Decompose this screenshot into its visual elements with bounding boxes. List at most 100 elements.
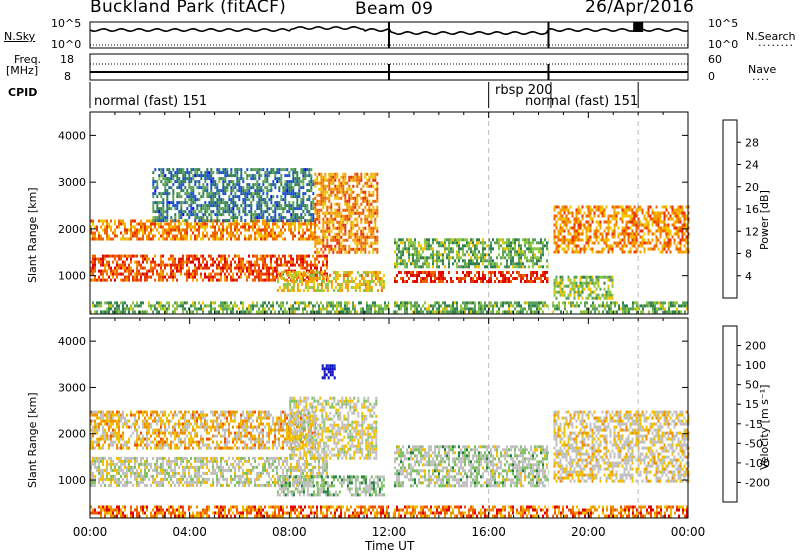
power-cell xyxy=(246,278,248,282)
power-cell xyxy=(270,189,273,193)
power-cell xyxy=(629,220,632,224)
power-cell xyxy=(222,257,224,261)
power-cell xyxy=(368,310,370,314)
power-cell xyxy=(625,214,628,218)
power-cell xyxy=(206,207,209,211)
power-cell xyxy=(314,241,317,245)
power-cell xyxy=(364,247,367,251)
power-cell xyxy=(150,275,152,279)
power-cell xyxy=(230,260,232,264)
power-cell xyxy=(394,301,396,305)
power-cell xyxy=(416,307,418,311)
power-cell xyxy=(673,214,676,218)
power-cell xyxy=(106,225,108,229)
power-cell xyxy=(438,271,440,274)
power-cell xyxy=(302,171,305,175)
power-cell xyxy=(212,237,214,241)
power-cell xyxy=(516,265,518,269)
power-cell xyxy=(130,307,132,311)
power-cell xyxy=(542,250,544,254)
power-cell xyxy=(540,280,542,283)
power-cell xyxy=(246,198,249,202)
power-cell xyxy=(476,271,478,274)
power-cell xyxy=(458,241,460,245)
power-cell xyxy=(306,263,308,267)
power-cell xyxy=(240,263,242,267)
power-cell xyxy=(631,241,634,245)
power-cell xyxy=(534,238,536,242)
power-cell xyxy=(90,225,92,229)
power-cell xyxy=(96,237,98,241)
power-cell xyxy=(310,189,313,193)
power-cell xyxy=(152,171,155,175)
power-cell xyxy=(647,211,650,215)
power-cell xyxy=(218,189,221,193)
power-cell xyxy=(196,234,198,238)
power-cell xyxy=(92,266,94,270)
power-cell xyxy=(352,175,355,179)
power-cell xyxy=(126,304,128,308)
power-cell xyxy=(180,171,183,175)
power-cell xyxy=(252,301,254,305)
power-cell xyxy=(472,238,474,242)
power-cell xyxy=(292,213,295,217)
power-cell xyxy=(561,226,564,230)
power-cell xyxy=(569,226,572,230)
power-cell xyxy=(326,310,328,314)
power-cell xyxy=(228,204,231,208)
power-cell xyxy=(126,237,128,241)
power-cell xyxy=(542,304,544,308)
power-cell xyxy=(238,189,241,193)
power-cell xyxy=(607,293,610,297)
power-cell xyxy=(442,253,444,257)
power-cell xyxy=(202,213,205,217)
power-cell xyxy=(332,238,335,242)
power-cell xyxy=(314,220,317,224)
power-cell xyxy=(128,278,130,282)
power-cell xyxy=(563,205,566,209)
power-cell xyxy=(230,222,232,226)
power-cell xyxy=(372,172,375,176)
power-cell xyxy=(506,238,508,242)
power-cell xyxy=(617,226,620,230)
power-cell xyxy=(613,214,616,218)
power-cell xyxy=(96,310,98,314)
power-cell xyxy=(222,207,225,211)
power-cell xyxy=(480,280,482,283)
power-cell xyxy=(142,231,144,235)
power-cell xyxy=(679,217,682,221)
power-cell xyxy=(528,265,530,269)
power-cell xyxy=(631,208,634,212)
power-cell xyxy=(158,231,160,235)
power-cell xyxy=(260,201,263,205)
power-cell xyxy=(248,304,250,308)
power-cell xyxy=(292,304,294,308)
power-cell xyxy=(232,207,235,211)
power-cell xyxy=(536,310,538,314)
power-cell xyxy=(561,293,564,297)
power-cell xyxy=(404,271,406,274)
power-cell xyxy=(266,219,269,223)
power-cell xyxy=(683,211,686,215)
power-cell xyxy=(180,168,183,172)
power-cell xyxy=(338,196,341,200)
power-cell xyxy=(322,229,325,233)
power-cell xyxy=(494,304,496,308)
power-cell xyxy=(306,183,309,187)
power-cell xyxy=(194,213,197,217)
power-cell xyxy=(140,275,142,279)
power-cell xyxy=(164,210,167,214)
power-cell xyxy=(528,259,530,263)
power-cell xyxy=(350,271,353,274)
power-cell xyxy=(152,201,155,205)
power-cell xyxy=(112,254,114,258)
power-cell xyxy=(438,241,440,245)
power-cell xyxy=(585,238,588,242)
power-cell xyxy=(274,260,276,264)
power-cell xyxy=(210,213,213,217)
power-cell xyxy=(296,278,298,282)
power-cell xyxy=(607,247,610,251)
power-cell xyxy=(520,310,522,314)
power-cell xyxy=(354,196,357,200)
power-cell xyxy=(162,307,164,311)
